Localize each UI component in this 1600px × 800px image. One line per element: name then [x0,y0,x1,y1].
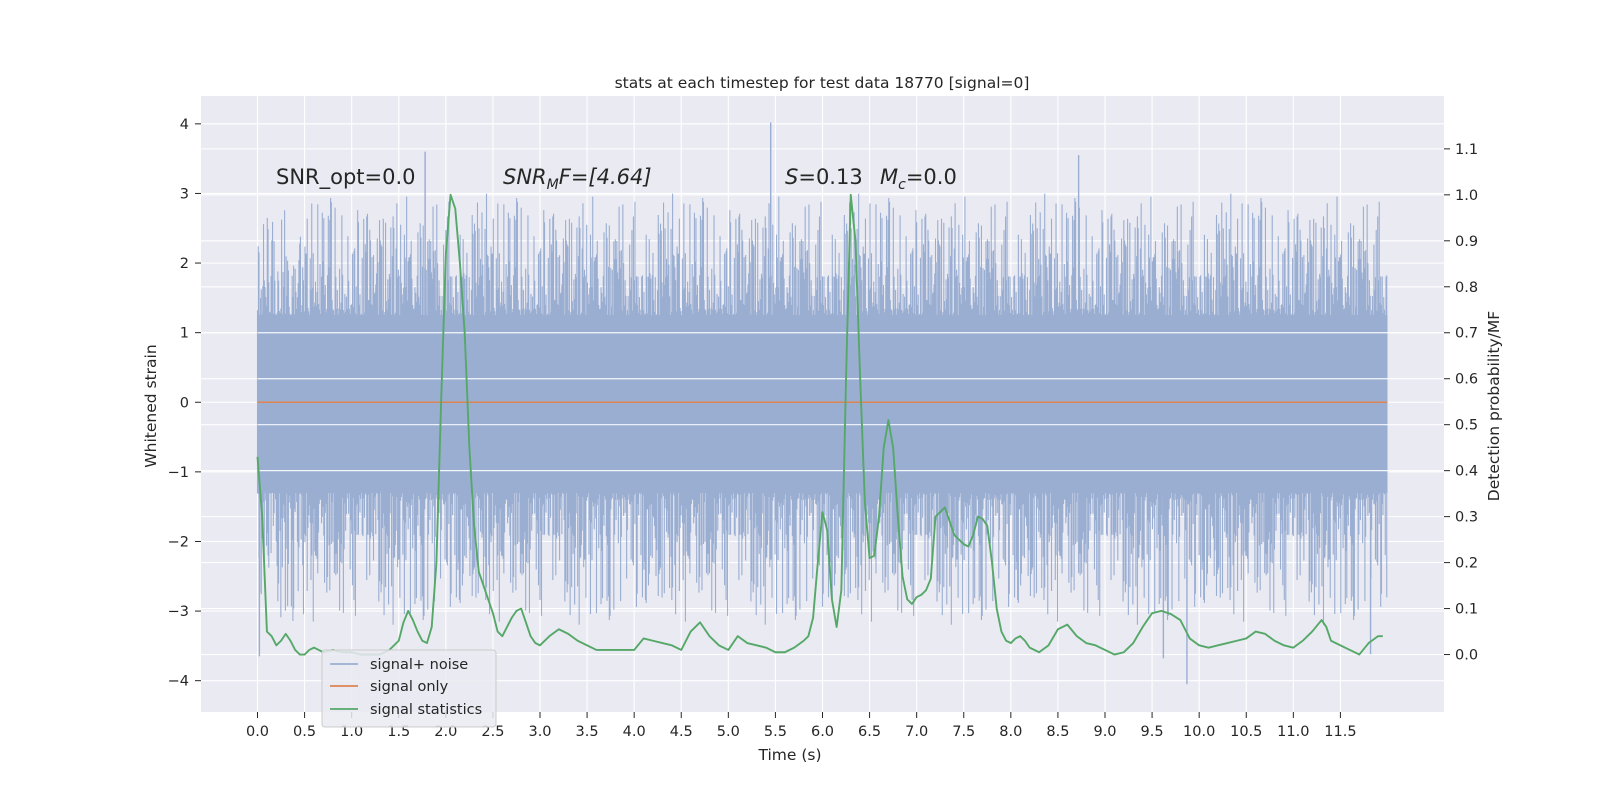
y2-tick-label: 0.2 [1455,556,1478,572]
y-axis-label: Whitened strain [142,344,160,467]
x-tick-label: 11.0 [1277,724,1309,740]
y-tick-label: 2 [180,256,189,272]
y-tick-label: −2 [168,534,189,550]
x-tick-label: 4.5 [670,724,693,740]
x-tick-label: 2.5 [481,724,504,740]
signal-statistics-series [256,193,1383,656]
legend-box [321,649,497,728]
y-tick-label: −4 [168,674,189,690]
legend: signal+ noise signal only signal statist… [321,649,497,728]
annotation-mc-value: =0.0 [906,165,957,189]
signal-noise-series [256,122,1388,685]
y-tick-label: −1 [168,465,189,481]
annotation-mc: Mc=0.0 [880,165,957,193]
x-tick-label: 9.0 [1093,724,1116,740]
chart-title: stats at each timestep for test data 187… [615,74,1030,92]
y2-axis-label: Detection probability/MF [1485,311,1503,502]
annotation-snr-mf-prefix: SNR [503,165,547,189]
y2-tick-label: 0.0 [1455,648,1478,664]
x-tick-label: 9.5 [1141,724,1164,740]
x-tick-label: 1.0 [340,724,363,740]
y2-tick-label: 0.8 [1455,280,1478,296]
annotation-s-symbol: S [785,165,798,189]
annotation-snr-opt: SNR_opt=0.0 [276,165,416,190]
y2-tick-label: 1.1 [1455,142,1478,158]
x-tick-label: 11.5 [1324,724,1356,740]
annotation-mc-sub: c [898,177,906,193]
x-tick-label: 7.5 [952,724,975,740]
y-tick-label: 0 [180,395,189,411]
x-tick-label: 7.0 [905,724,928,740]
y-tick-label: 4 [180,117,189,133]
x-tick-label: 2.0 [434,724,457,740]
y2-tick-label: 0.3 [1455,510,1478,526]
y2-tick-label: 0.7 [1455,326,1478,342]
x-tick-label: 6.5 [858,724,881,740]
y-tick-label: 3 [180,186,189,202]
y-axis-right: 1.1 1.0 0.9 0.8 0.7 0.6 0.5 0.4 0.3 0.2 0.1 0.0 [1444,142,1478,664]
x-tick-label: 10.5 [1230,724,1262,740]
x-tick-label: 3.0 [528,724,551,740]
y2-tick-label: 0.4 [1455,464,1478,480]
x-tick-label: 4.0 [623,724,646,740]
x-tick-label: 10.0 [1183,724,1215,740]
x-tick-label: 1.5 [387,724,410,740]
x-tick-label: 0.5 [293,724,316,740]
x-tick-label: 5.5 [764,724,787,740]
annotation-mc-symbol: M [880,165,898,189]
x-tick-label: 6.0 [811,724,834,740]
y2-tick-label: 0.1 [1455,602,1478,618]
x-tick-label: 0.0 [246,724,269,740]
y-tick-label: −3 [168,604,189,620]
x-axis: 0.0 0.5 1.0 1.5 2.0 2.5 3.0 3.5 4.0 4.5 5.0 5.5 6.0 6… [246,712,1357,740]
y2-tick-label: 0.9 [1455,234,1478,250]
x-tick-label: 8.5 [1046,724,1069,740]
x-tick-label: 5.0 [717,724,740,740]
annotation-s: S=0.13 [785,165,863,189]
x-axis-label: Time (s) [757,746,821,764]
y-axis-left: 4 3 2 1 0 −1 −2 −3 −4 [168,117,201,690]
y2-tick-label: 1.0 [1455,188,1478,204]
signal-statistics-line [256,193,1383,656]
legend-label-statistics: signal statistics [370,702,482,718]
x-tick-label: 8.0 [999,724,1022,740]
annotation-s-value: =0.13 [798,165,862,189]
annotation-snr-mf-sub: M [547,177,559,193]
legend-label-signal-only: signal only [370,679,449,695]
y2-tick-label: 0.6 [1455,372,1478,388]
y2-tick-label: 0.5 [1455,418,1478,434]
x-tick-label: 3.5 [576,724,599,740]
y-tick-label: 1 [180,326,189,342]
annotation-snr-mf: SNRMF=[4.64] [503,165,652,193]
legend-label-noise: signal+ noise [370,657,468,673]
annotation-snr-mf-suffix: F=[4.64] [559,165,652,189]
noise-band [257,315,1388,493]
